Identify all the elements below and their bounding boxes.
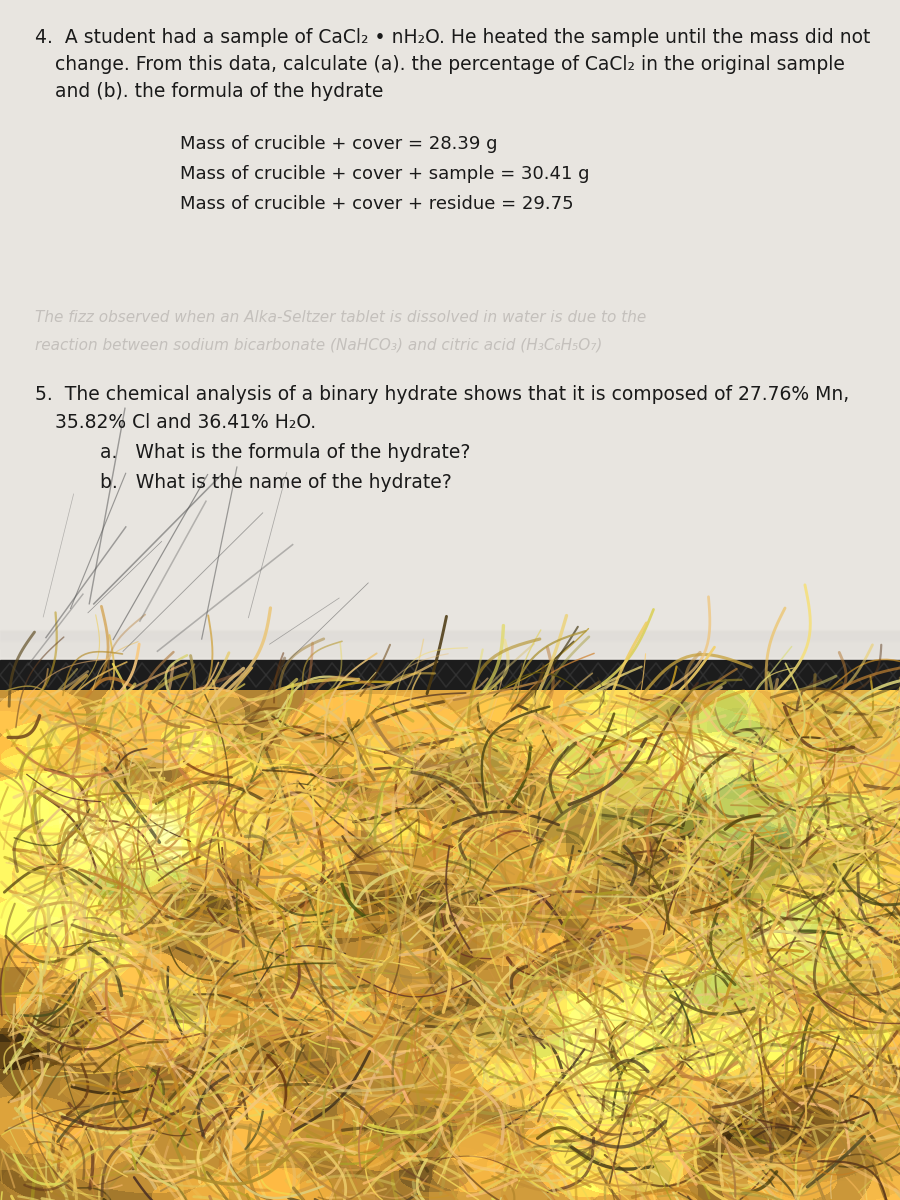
Text: 4.  A student had a sample of CaCl₂ • nH₂O. He heated the sample until the mass : 4. A student had a sample of CaCl₂ • nH₂…	[35, 28, 870, 47]
Text: Mass of crucible + cover + sample = 30.41 g: Mass of crucible + cover + sample = 30.4…	[180, 164, 590, 182]
Text: change. From this data, calculate (a). the percentage of CaCl₂ in the original s: change. From this data, calculate (a). t…	[55, 55, 845, 74]
Text: The fizz observed when an Alka-Seltzer tablet is dissolved in water is due to th: The fizz observed when an Alka-Seltzer t…	[35, 310, 646, 325]
Bar	[0, 0, 900, 660]
Text: Mass of crucible + cover + residue = 29.75: Mass of crucible + cover + residue = 29.…	[180, 194, 573, 214]
Bar	[0, 660, 900, 690]
Text: Mass of crucible + cover = 28.39 g: Mass of crucible + cover = 28.39 g	[180, 134, 498, 152]
Text: 35.82% Cl and 36.41% H₂O.: 35.82% Cl and 36.41% H₂O.	[55, 413, 316, 432]
Text: a.   What is the formula of the hydrate?: a. What is the formula of the hydrate?	[100, 443, 471, 462]
Text: 5.  The chemical analysis of a binary hydrate shows that it is composed of 27.76: 5. The chemical analysis of a binary hyd…	[35, 385, 850, 404]
Text: b.   What is the name of the hydrate?: b. What is the name of the hydrate?	[100, 473, 452, 492]
Text: and (b). the formula of the hydrate: and (b). the formula of the hydrate	[55, 82, 383, 101]
Text: reaction between sodium bicarbonate (NaHCO₃) and citric acid (H₃C₆H₅O₇): reaction between sodium bicarbonate (NaH…	[35, 338, 602, 353]
